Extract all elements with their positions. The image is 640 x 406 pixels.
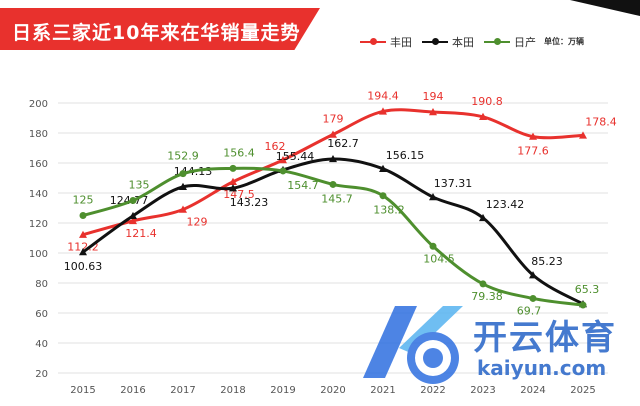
data-label-2: 69.7 [517,304,542,317]
data-label-1: 143.23 [230,196,269,209]
data-label-2: 79.38 [471,290,503,303]
series-point-1 [79,248,87,256]
series-point-0 [179,205,187,213]
series-point-0 [279,156,287,164]
y-tick-label: 160 [29,159,48,170]
corner-decoration [570,0,640,16]
series-line-2 [82,166,584,307]
x-tick-label: 2020 [320,385,345,396]
x-tick-label: 2016 [120,385,145,396]
y-tick-label: 20 [35,369,48,380]
series-point-1 [129,211,137,220]
series-point-0 [529,132,537,140]
series-point-0 [429,108,437,116]
series-point-1 [229,184,237,192]
x-tick-label: 2019 [270,385,295,396]
data-label-0: 194.4 [367,89,399,102]
x-tick-label: 2022 [420,385,445,396]
data-label-0: 178.4 [585,115,617,128]
x-tick-label: 2017 [170,385,195,396]
series-point-0 [579,131,587,139]
chart-title: 日系三家近10年来在华销量走势 [12,22,301,44]
series-point-2 [279,167,287,175]
data-label-2: 156.4 [223,146,255,159]
watermark-brand: 开云体育 [473,318,617,358]
x-tick-label: 2021 [370,385,395,396]
y-tick-label: 120 [29,219,48,230]
x-tick-label: 2018 [220,385,245,396]
series-point-2 [479,280,487,288]
series-point-2 [179,170,187,178]
series-point-0 [79,230,87,238]
data-label-0: 190.8 [471,95,503,108]
series-point-0 [329,130,337,138]
legend-marker-honda [432,38,439,45]
series-point-0 [229,177,237,185]
y-tick-label: 80 [35,279,48,290]
data-label-2: 154.7 [287,179,319,192]
data-label-2: 125 [73,194,94,207]
data-label-0: 194 [423,90,444,103]
data-label-2: 135 [129,179,150,192]
watermark-logo-icon [363,306,463,384]
y-tick-label: 200 [29,99,48,110]
data-label-0: 162 [265,140,286,153]
legend-label-honda: 本田 [452,36,474,49]
legend-marker-nissan [494,38,501,45]
legend-label-nissan: 日产 [514,36,536,49]
title-banner: 日系三家近10年来在华销量走势 [0,8,320,50]
legend-label-toyota: 丰田 [390,36,412,49]
series-point-2 [129,197,137,204]
series-point-0 [129,216,137,225]
series-point-2 [579,301,587,309]
series-point-2 [529,294,537,302]
series-point-2 [229,164,237,172]
data-label-1: 156.15 [386,149,425,162]
x-tick-label: 2023 [470,385,495,396]
y-tick-label: 100 [29,249,48,260]
series-point-2 [329,180,337,188]
data-label-2: 145.7 [321,192,353,205]
series-point-1 [429,193,437,201]
series-line-1 [82,157,584,306]
data-label-1: 123.42 [486,198,525,211]
y-tick-label: 140 [29,189,48,200]
data-label-2: 138.2 [373,204,405,217]
data-label-0: 179 [323,113,344,126]
data-label-2: 104.5 [423,252,455,265]
series-point-0 [379,107,387,115]
watermark-url: kaiyun.com [477,356,607,380]
data-label-0: 129 [187,216,208,229]
data-label-2: 65.3 [575,283,600,296]
x-tick-label: 2025 [570,385,595,396]
series-line-0 [82,108,584,237]
x-tick-label: 2015 [70,385,95,396]
series-point-1 [379,164,387,172]
data-label-1: 137.31 [434,177,473,190]
x-tick-label: 2024 [520,385,545,396]
y-tick-label: 180 [29,129,48,140]
data-label-1: 100.63 [64,260,103,273]
data-label-0: 121.4 [125,227,157,240]
y-tick-label: 60 [35,309,48,320]
data-label-0: 177.6 [517,145,549,158]
series-point-0 [479,112,487,120]
series-point-2 [379,192,387,200]
series-point-1 [529,271,537,279]
series-point-2 [429,242,437,250]
unit-label: 单位：万辆 [544,37,584,46]
series-point-2 [79,212,87,219]
data-label-0: 112.2 [67,241,99,254]
data-label-1: 162.7 [327,137,359,150]
series-point-1 [329,154,337,163]
series-point-1 [479,213,487,222]
data-label-1: 155.44 [276,150,315,163]
data-label-1: 85.23 [531,255,563,268]
series-point-1 [179,182,187,191]
legend-marker-toyota [370,38,377,45]
y-tick-label: 40 [35,339,48,350]
data-label-2: 152.9 [167,150,199,163]
watermark: 开云体育 kaiyun.com [355,300,635,400]
